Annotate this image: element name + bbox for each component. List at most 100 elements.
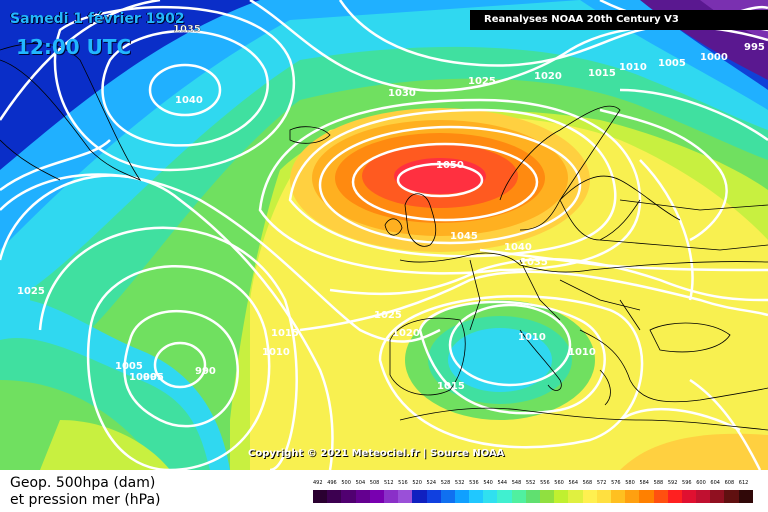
scale-value: 512 [383, 480, 394, 486]
isobars [0, 0, 768, 470]
scale-value: 572 [596, 480, 607, 486]
time-label: 12:00 UTC [16, 35, 132, 59]
scale-value: 508 [369, 480, 380, 486]
isobar-label: 995 [143, 372, 164, 383]
scale-swatch [610, 490, 626, 503]
scale-swatch [724, 490, 739, 503]
scale-value: 516 [398, 480, 408, 486]
scale-swatch [639, 490, 654, 503]
scale-swatch [412, 490, 427, 503]
scale-swatch [582, 490, 597, 503]
scale-value: 612 [738, 480, 749, 486]
scale-swatch [540, 490, 555, 503]
scale-swatch [738, 490, 753, 503]
scale-value: 584 [639, 480, 649, 486]
coastlines [0, 43, 768, 431]
scale-swatch [568, 490, 583, 503]
isobar-label: 1030 [388, 88, 416, 99]
date-label: Samedi 1 février 1902 [10, 11, 185, 27]
source-title: Reanalyses NOAA 20th Century V3 [470, 10, 768, 30]
scale-value: 520 [412, 480, 422, 486]
scale-swatch [426, 490, 441, 503]
scale-swatch [653, 490, 668, 503]
isobar-label: 1015 [437, 381, 465, 392]
scale-swatch [696, 490, 711, 503]
isobar-label: 1010 [262, 347, 290, 358]
color-scale-labels: 492 496 500 504 508 512 516 520 524 528 532 536 540 5… [313, 480, 753, 490]
scale-value: 608 [724, 480, 735, 486]
isobar-labels: 1035 1040 1030 1025 1020 1015 1010 1005 … [17, 24, 765, 392]
pressure-center-label: 990 [195, 366, 216, 377]
scale-swatch [497, 490, 512, 503]
scale-swatch [369, 490, 384, 503]
scale-swatch [440, 490, 455, 503]
scale-value: 568 [582, 480, 593, 486]
scale-swatch [667, 490, 682, 503]
scale-swatch [355, 490, 370, 503]
scale-value: 604 [710, 480, 720, 486]
scale-swatch [341, 490, 356, 503]
scale-value: 580 [625, 480, 635, 486]
scale-value: 540 [483, 480, 493, 486]
scale-swatch [625, 490, 640, 503]
scale-value: 492 [313, 480, 323, 486]
isobar-label: 1000 [700, 52, 728, 63]
scale-swatch [554, 490, 569, 503]
isobar-label: 1000 [129, 372, 157, 383]
scale-value: 564 [568, 480, 579, 486]
scale-value: 496 [327, 480, 337, 486]
isobar-label: 1005 [658, 58, 686, 69]
scale-value: 524 [426, 480, 437, 486]
scale-value: 592 [667, 480, 678, 486]
scale-value: 544 [497, 480, 508, 486]
scale-swatch [383, 490, 399, 503]
scale-value: 504 [355, 480, 366, 486]
isobar-label: 1035 [173, 24, 201, 35]
isobar-label: 1015 [271, 328, 299, 339]
isobar-label: 1040 [175, 95, 203, 106]
scale-value: 532 [454, 480, 465, 486]
isobar-label: 995 [744, 42, 765, 53]
scale-value: 596 [682, 480, 692, 486]
copyright-notice: Copyright © 2021 Meteociel.fr | Source N… [248, 448, 505, 459]
isobar-label: 1045 [450, 231, 478, 242]
isobar-label: 1025 [468, 76, 496, 87]
scale-value: 552 [525, 480, 536, 486]
scale-swatch [483, 490, 498, 503]
weather-map: 1035 1040 1030 1025 1020 1015 1010 1005 … [0, 0, 768, 470]
pressure-center-label: 1050 [436, 160, 464, 171]
isobar-label: 1010 [568, 347, 596, 358]
isobar-label: 1005 [115, 361, 143, 372]
scale-value: 600 [696, 480, 706, 486]
scale-value: 588 [653, 480, 664, 486]
isobar-label: 1015 [588, 68, 616, 79]
scale-swatch [681, 490, 697, 503]
scale-swatch [596, 490, 611, 503]
isobar-label: 1020 [392, 328, 420, 339]
scale-swatch [454, 490, 470, 503]
scale-swatch [469, 490, 484, 503]
legend-title-pressure: et pression mer (hPa) [10, 492, 161, 508]
scale-swatch [398, 490, 413, 503]
scale-value: 528 [440, 480, 451, 486]
legend-title-geopotential: Geop. 500hpa (dam) [10, 475, 156, 491]
scale-swatch [525, 490, 540, 503]
isobar-label: 1040 [504, 242, 532, 253]
scale-swatch [511, 490, 526, 503]
scale-value: 556 [540, 480, 550, 486]
scale-swatch [710, 490, 725, 503]
scale-swatch [313, 490, 328, 503]
isobar-label: 1010 [619, 62, 647, 73]
color-scale-bar [313, 490, 753, 503]
scale-value: 560 [554, 480, 564, 486]
isobar-label: 1025 [374, 310, 402, 321]
isobar-label: 1010 [518, 332, 546, 343]
scale-value: 536 [469, 480, 479, 486]
scale-value: 576 [611, 480, 621, 486]
scale-swatch [327, 490, 342, 503]
isobar-label: 1020 [534, 71, 562, 82]
isobar-label: 1025 [17, 286, 45, 297]
isobar-label: 1035 [520, 257, 548, 268]
scale-value: 500 [341, 480, 351, 486]
scale-value: 548 [511, 480, 522, 486]
